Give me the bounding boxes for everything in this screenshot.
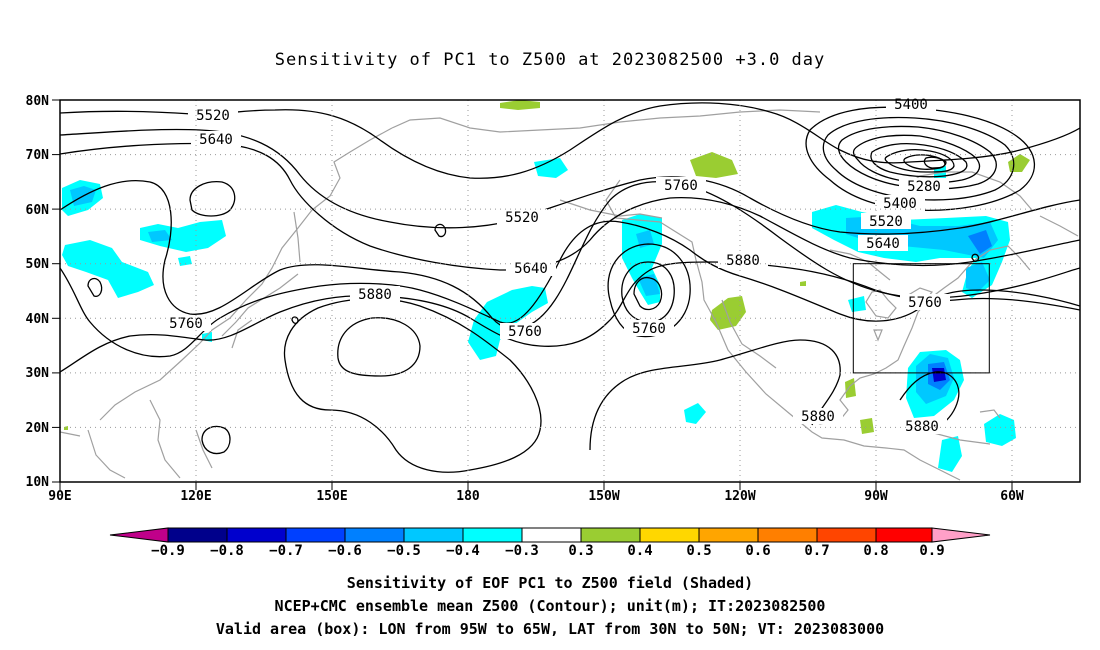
colorbar-segment <box>698 527 759 543</box>
contour-label: 5760 <box>500 323 550 340</box>
contour-label: 5760 <box>900 294 950 311</box>
colorbar-segment <box>226 527 287 543</box>
svg-text:5880: 5880 <box>905 419 939 435</box>
lat-label: 60N <box>26 203 50 218</box>
colorbar-segment <box>816 527 877 543</box>
colorbar-label: −0.7 <box>269 543 303 559</box>
colorbar-segment <box>639 527 700 543</box>
colorbar-label: −0.6 <box>328 543 362 559</box>
longitude-labels: 90E 120E 150E 180 150W 120W 90W 60W <box>48 489 1024 504</box>
colorbar <box>109 527 991 543</box>
contour-label-group: 5400 5520 5640 5280 5400 5520 5640 5760 … <box>161 96 950 435</box>
lat-label: 70N <box>26 148 50 163</box>
colorbar-label: 0.4 <box>627 543 653 559</box>
contour-label: 5520 <box>861 213 911 230</box>
colorbar-segment <box>757 527 818 543</box>
svg-text:5760: 5760 <box>508 324 542 340</box>
caption-valid-area: Valid area (box): LON from 95W to 65W, L… <box>215 620 885 638</box>
lon-label: 90W <box>864 489 888 504</box>
lon-label: 180 <box>456 489 480 504</box>
strongest-negative-patches <box>928 230 992 390</box>
latitude-labels: 80N 70N 60N 50N 40N 30N 20N 10N <box>26 94 50 490</box>
contour-label: 5640 <box>506 260 556 277</box>
contour-label: 5760 <box>656 177 706 194</box>
svg-text:5760: 5760 <box>908 295 942 311</box>
lat-label: 50N <box>26 257 50 272</box>
colorbar-label: 0.5 <box>686 543 712 559</box>
contour-label: 5280 <box>899 178 949 195</box>
svg-text:5880: 5880 <box>726 253 760 269</box>
contour-label: 5520 <box>497 209 547 226</box>
contour-label: 5880 <box>350 286 400 303</box>
colorbar-label: −0.3 <box>505 543 539 559</box>
lat-label: 20N <box>26 421 50 436</box>
colorbar-label: 0.9 <box>919 543 945 559</box>
svg-text:5520: 5520 <box>505 210 539 226</box>
colorbar-segment <box>167 527 228 543</box>
colorbar-segment <box>462 527 523 543</box>
contour-label: 5640 <box>858 235 908 252</box>
svg-text:5520: 5520 <box>869 214 903 230</box>
colorbar-label: −0.8 <box>210 543 244 559</box>
colorbar-segment <box>580 527 641 543</box>
z500-contours <box>60 102 1080 473</box>
contour-label: 5400 <box>886 96 936 113</box>
colorbar-label: −0.9 <box>151 543 185 559</box>
contour-label: 5400 <box>875 195 925 212</box>
colorbar-segment <box>875 527 933 543</box>
lat-label: 30N <box>26 366 50 381</box>
caption-shading: Sensitivity of EOF PC1 to Z500 field (Sh… <box>346 574 754 592</box>
svg-text:5760: 5760 <box>664 178 698 194</box>
lon-label: 120W <box>724 489 755 504</box>
colorbar-segment <box>403 527 464 543</box>
svg-text:5280: 5280 <box>907 179 941 195</box>
contour-label: 5520 <box>188 107 238 124</box>
contour-label: 5640 <box>191 131 241 148</box>
colorbar-segment <box>285 527 346 543</box>
colorbar-segment <box>521 527 582 543</box>
caption-contour: NCEP+CMC ensemble mean Z500 (Contour); u… <box>274 597 826 615</box>
svg-text:5880: 5880 <box>358 287 392 303</box>
map-frame <box>59 99 1081 483</box>
svg-text:5640: 5640 <box>199 132 233 148</box>
svg-text:5880: 5880 <box>801 409 835 425</box>
map-title: Sensitivity of PC1 to Z500 at 2023082500… <box>274 50 826 70</box>
svg-text:5520: 5520 <box>196 108 230 124</box>
colorbar-segment <box>344 527 405 543</box>
colorbar-label: 0.3 <box>568 543 594 559</box>
colorbar-label: 0.6 <box>745 543 771 559</box>
lat-label: 40N <box>26 312 50 327</box>
lon-label: 150W <box>588 489 619 504</box>
colorbar-label: 0.7 <box>804 543 830 559</box>
svg-text:5640: 5640 <box>866 236 900 252</box>
contour-label: 5760 <box>624 320 674 337</box>
lat-label: 10N <box>26 475 50 490</box>
colorbar-label: −0.4 <box>446 543 480 559</box>
valid-area-box <box>852 263 990 374</box>
lon-label: 120E <box>180 489 211 504</box>
svg-text:5760: 5760 <box>169 316 203 332</box>
svg-text:5400: 5400 <box>883 196 917 212</box>
contour-label: 5880 <box>897 418 947 435</box>
svg-text:5400: 5400 <box>894 97 928 113</box>
colorbar-label: 0.8 <box>863 543 889 559</box>
svg-text:5760: 5760 <box>632 321 666 337</box>
contour-label: 5880 <box>718 252 768 269</box>
lat-label: 80N <box>26 94 50 109</box>
contour-label: 5880 <box>793 408 843 425</box>
contour-label: 5760 <box>161 315 211 332</box>
lon-label: 60W <box>1000 489 1024 504</box>
axis-ticks <box>52 99 1013 490</box>
lon-label: 90E <box>48 489 71 504</box>
lon-label: 150E <box>316 489 347 504</box>
svg-text:5640: 5640 <box>514 261 548 277</box>
colorbar-segment <box>109 527 169 543</box>
colorbar-label: −0.5 <box>387 543 421 559</box>
coastlines <box>60 109 1079 481</box>
colorbar-segment <box>931 527 991 543</box>
